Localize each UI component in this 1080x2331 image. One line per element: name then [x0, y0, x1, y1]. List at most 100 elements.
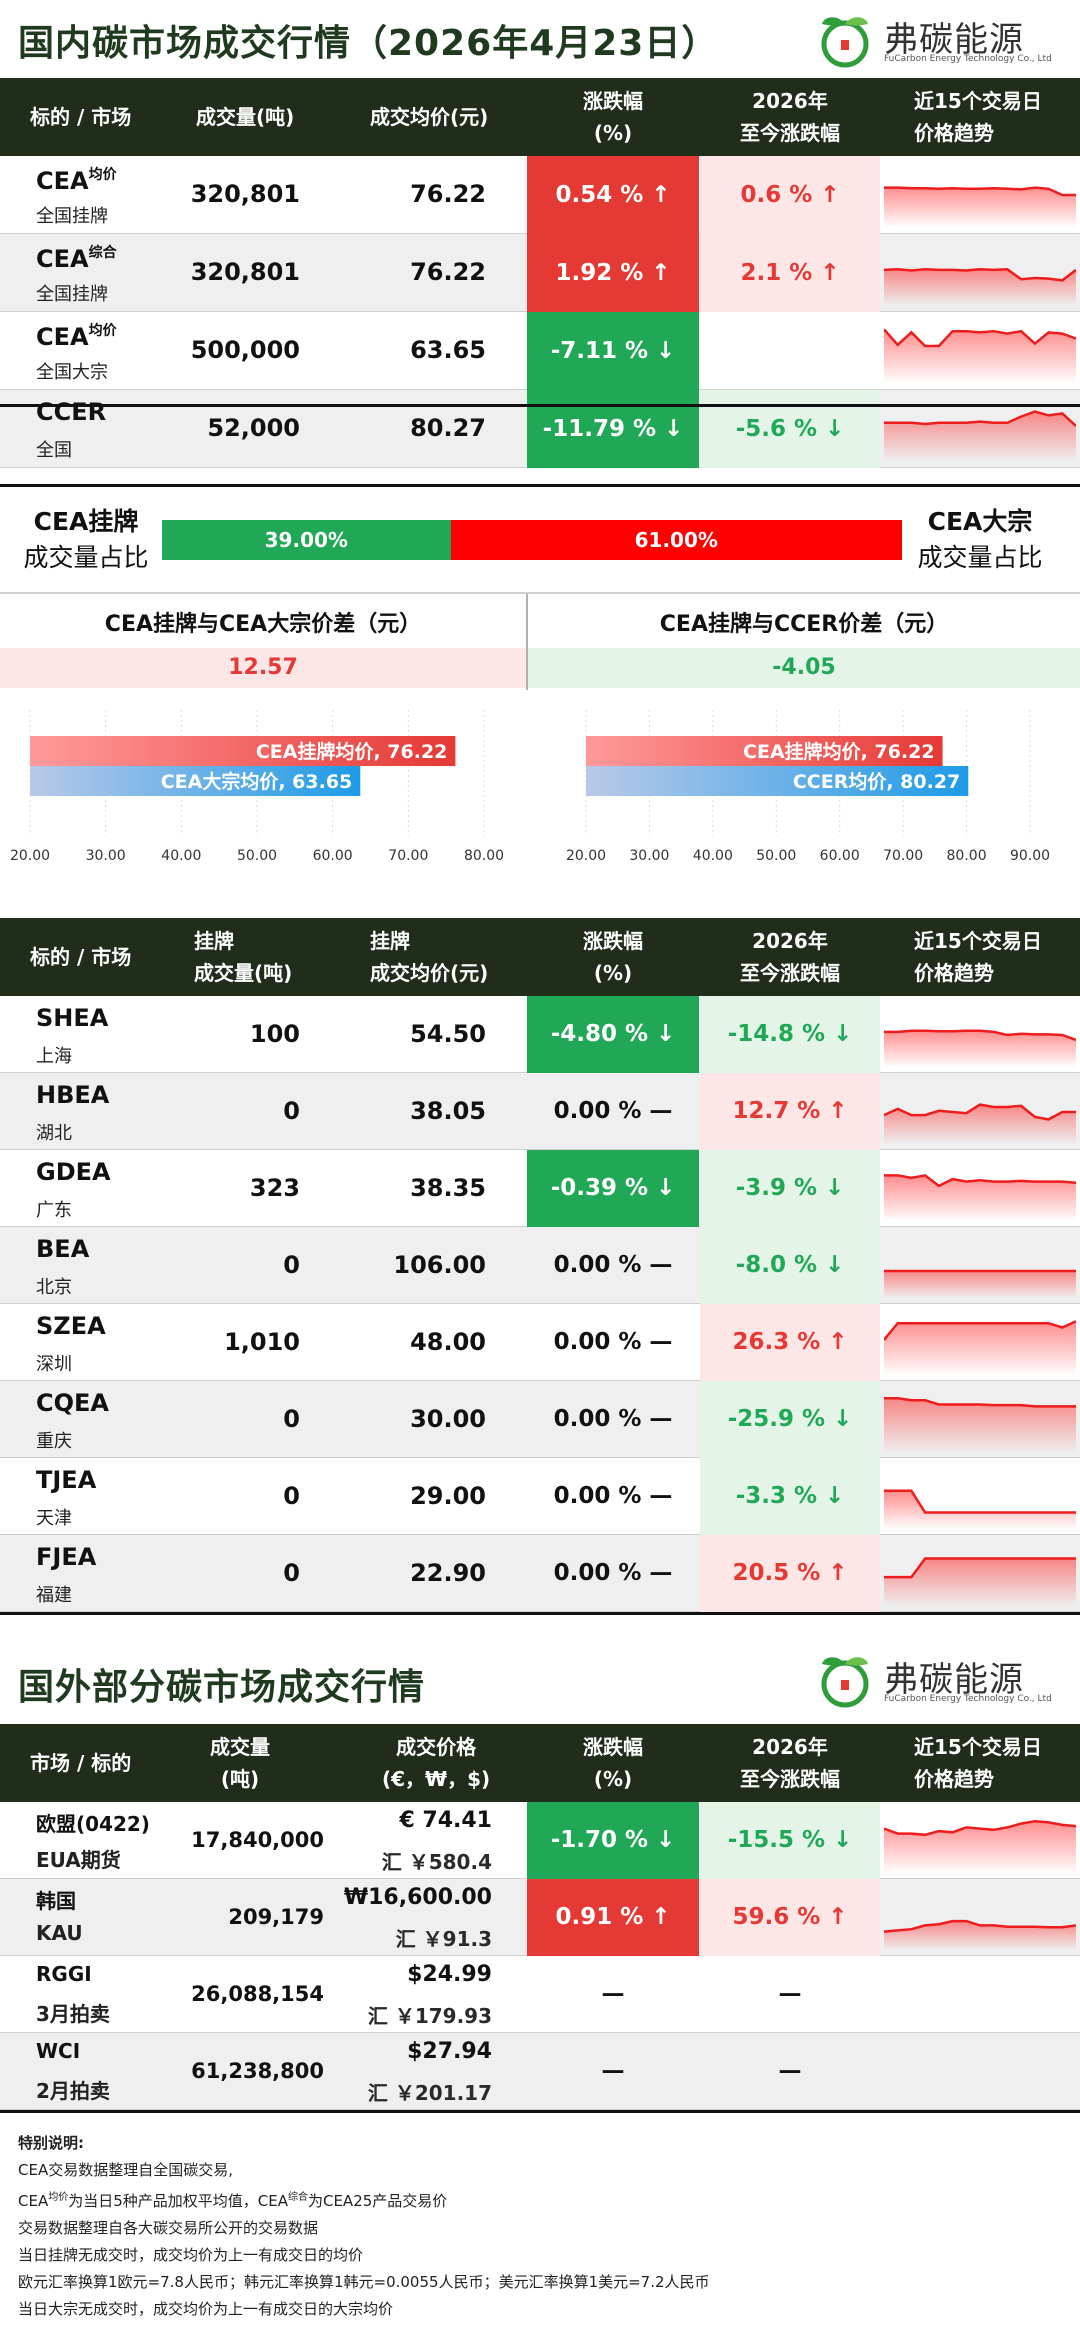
leaf-logo-icon: [821, 1657, 869, 1708]
table-row: FJEA 福建 0 22.90 0.00 % — 20.5 % ↑: [0, 1535, 1080, 1612]
notes-line: 交易数据整理自各大碳交易所公开的交易数据: [18, 2219, 319, 2237]
brand-logo: 弗碳能源 FuCarbon Energy Technology Co., Ltd: [816, 10, 1056, 70]
row-market-name: 3月拍卖: [36, 2002, 110, 2026]
brand-subtitle: FuCarbon Energy Technology Co., Ltd: [884, 54, 1052, 64]
brand-name: 弗碳能源: [884, 20, 1024, 60]
trend-sparkline: [884, 1029, 1076, 1066]
row-price-cny: 汇 ￥201.17: [367, 2081, 492, 2105]
header-col-market: 标的 / 市场: [30, 945, 132, 969]
compare-bar-label: CEA挂牌均价, 76.22: [256, 740, 448, 763]
row-change: 1.92 % ↑: [527, 234, 699, 312]
trend-sparkline: [884, 186, 1076, 226]
row-change: 0.91 % ↑: [527, 1879, 699, 1956]
axis-tick-label: 50.00: [756, 848, 796, 864]
row-ytd-change: 12.7 % ↑: [700, 1073, 880, 1150]
table-row: CEA均价 全国挂牌 320,801 76.22 0.54 % ↑ 0.6 % ↑: [0, 156, 1080, 234]
row-market-name: 天津: [36, 1508, 72, 1529]
row-ytd-change: -15.5 % ↓: [700, 1802, 880, 1879]
trend-line: [884, 1819, 1076, 1837]
axis-tick-label: 30.00: [86, 848, 126, 864]
trend-sparkline: [884, 1919, 1076, 1949]
share-left-subtitle: 成交量占比: [23, 543, 149, 572]
axis-tick-label: 40.00: [693, 848, 733, 864]
row-instrument-name: CCER: [36, 398, 107, 426]
domestic-table-header: 标的 / 市场 成交量(吨) 成交均价(元) 涨跌幅 (%) 2026年 至今涨跌幅…: [0, 78, 1080, 156]
price-compare-chart-ccer: 20.00 30.00 40.00 50.00 60.00 70.00 80.00 90.00…: [566, 710, 1050, 864]
row-volume: 320,801: [190, 180, 300, 208]
row-instrument-name: BEA: [36, 1235, 90, 1263]
trend-area: [884, 1271, 1076, 1297]
trend-area: [884, 1490, 1076, 1528]
row-market-name: KAU: [36, 1921, 83, 1945]
row-ytd-change: -5.6 % ↓: [700, 390, 880, 468]
trend-area: [884, 1921, 1076, 1949]
trend-area: [884, 411, 1076, 460]
trend-area: [884, 187, 1076, 226]
row-change: —: [601, 2058, 625, 2084]
divider: [0, 592, 1080, 594]
header-col-market: 标的 / 市场: [30, 105, 132, 129]
trend-line: [884, 1397, 1076, 1408]
page-title: 国内碳市场成交行情（2026年4月23日）: [18, 23, 719, 64]
row-market-name: 全国大宗: [36, 362, 108, 383]
row-ytd-change: 0.6 % ↑: [700, 156, 880, 234]
row-volume: 0: [283, 1251, 300, 1279]
row-instrument-name: CQEA: [36, 1389, 109, 1417]
row-ytd-change: -25.9 % ↓: [700, 1381, 880, 1458]
row-instrument-name: RGGI: [36, 1962, 92, 1986]
compare-bar: [30, 736, 456, 766]
header-col-ytd: 2026年 至今涨跌幅: [740, 89, 840, 145]
axis-tick-label: 70.00: [883, 848, 923, 864]
divider: [0, 484, 1080, 487]
row-market-name: 全国: [36, 440, 72, 461]
row-instrument-name: FJEA: [36, 1543, 97, 1571]
compare-bar: [586, 736, 943, 766]
spread-panel-bulk: CEA挂牌与CEA大宗价差（元） 12.57: [0, 596, 526, 690]
trend-sparkline: [884, 1397, 1076, 1451]
row-volume: 17,840,000: [191, 1828, 324, 1852]
table-row: SHEA 上海 100 54.50 -4.80 % ↓ -14.8 % ↓: [0, 996, 1080, 1073]
row-price: 76.22: [410, 258, 486, 286]
row-ytd-change: [700, 312, 880, 390]
spread-value: 12.57: [0, 648, 526, 688]
compare-bar-label: CEA大宗均价, 63.65: [161, 770, 353, 793]
row-change: -11.79 % ↓: [527, 390, 699, 468]
row-instrument-name: 韩国: [36, 1889, 76, 1913]
row-instrument-name: CEA综合: [36, 245, 117, 273]
row-volume: 61,238,800: [191, 2059, 324, 2083]
trend-sparkline: [884, 410, 1076, 460]
header-col-ytd: 2026年 至今涨跌幅: [740, 1735, 840, 1791]
row-price: 22.90: [410, 1559, 486, 1587]
trend-sparkline: [884, 1269, 1076, 1297]
table-row: RGGI 3月拍卖 26,088,154 $24.99 汇 ￥179.93 — —: [0, 1956, 1080, 2033]
header-col-volume: 成交量(吨): [196, 105, 295, 129]
row-change: 0.00 % —: [553, 1483, 673, 1509]
trend-area: [884, 329, 1076, 382]
row-change: 0.00 % —: [553, 1329, 673, 1355]
row-market-name: 2月拍卖: [36, 2079, 110, 2103]
row-market-name: 上海: [36, 1046, 72, 1067]
trend-area: [884, 1321, 1076, 1374]
foreign-section-title: 国外部分碳市场成交行情: [18, 1667, 426, 1708]
trend-line: [884, 1320, 1076, 1341]
table-row: CEA均价 全国大宗 500,000 63.65 -7.11 % ↓: [0, 312, 1080, 390]
spread-value: -4.05: [528, 648, 1080, 688]
row-market-name: 福建: [36, 1585, 72, 1606]
row-ytd-change: —: [778, 2058, 802, 2084]
table-row: 韩国 KAU 209,179 ₩16,600.00 汇 ￥91.3 0.91 % ↑ 59.…: [0, 1879, 1080, 1956]
row-price: ₩16,600.00: [343, 1885, 492, 1910]
header-col-change: 涨跌幅 (%): [583, 89, 643, 145]
row-ytd-change: -8.0 % ↓: [700, 1227, 880, 1304]
share-bar-bulk: 61.00%: [450, 520, 902, 560]
row-volume: 1,010: [224, 1328, 300, 1356]
table-row: TJEA 天津 0 29.00 0.00 % — -3.3 % ↓: [0, 1458, 1080, 1535]
header-col-volume: 挂牌 成交量(吨): [194, 929, 293, 985]
header-col-change: 涨跌幅 (%): [583, 929, 643, 985]
row-instrument-name: HBEA: [36, 1081, 110, 1109]
divider: [0, 404, 1080, 407]
table-row: BEA 北京 0 106.00 0.00 % — -8.0 % ↓: [0, 1227, 1080, 1304]
leaf-logo-icon: [821, 17, 869, 68]
trend-line: [884, 1174, 1076, 1188]
brand-logo: 弗碳能源 FuCarbon Energy Technology Co., Ltd: [816, 1650, 1056, 1710]
trend-sparkline: [884, 1489, 1076, 1528]
